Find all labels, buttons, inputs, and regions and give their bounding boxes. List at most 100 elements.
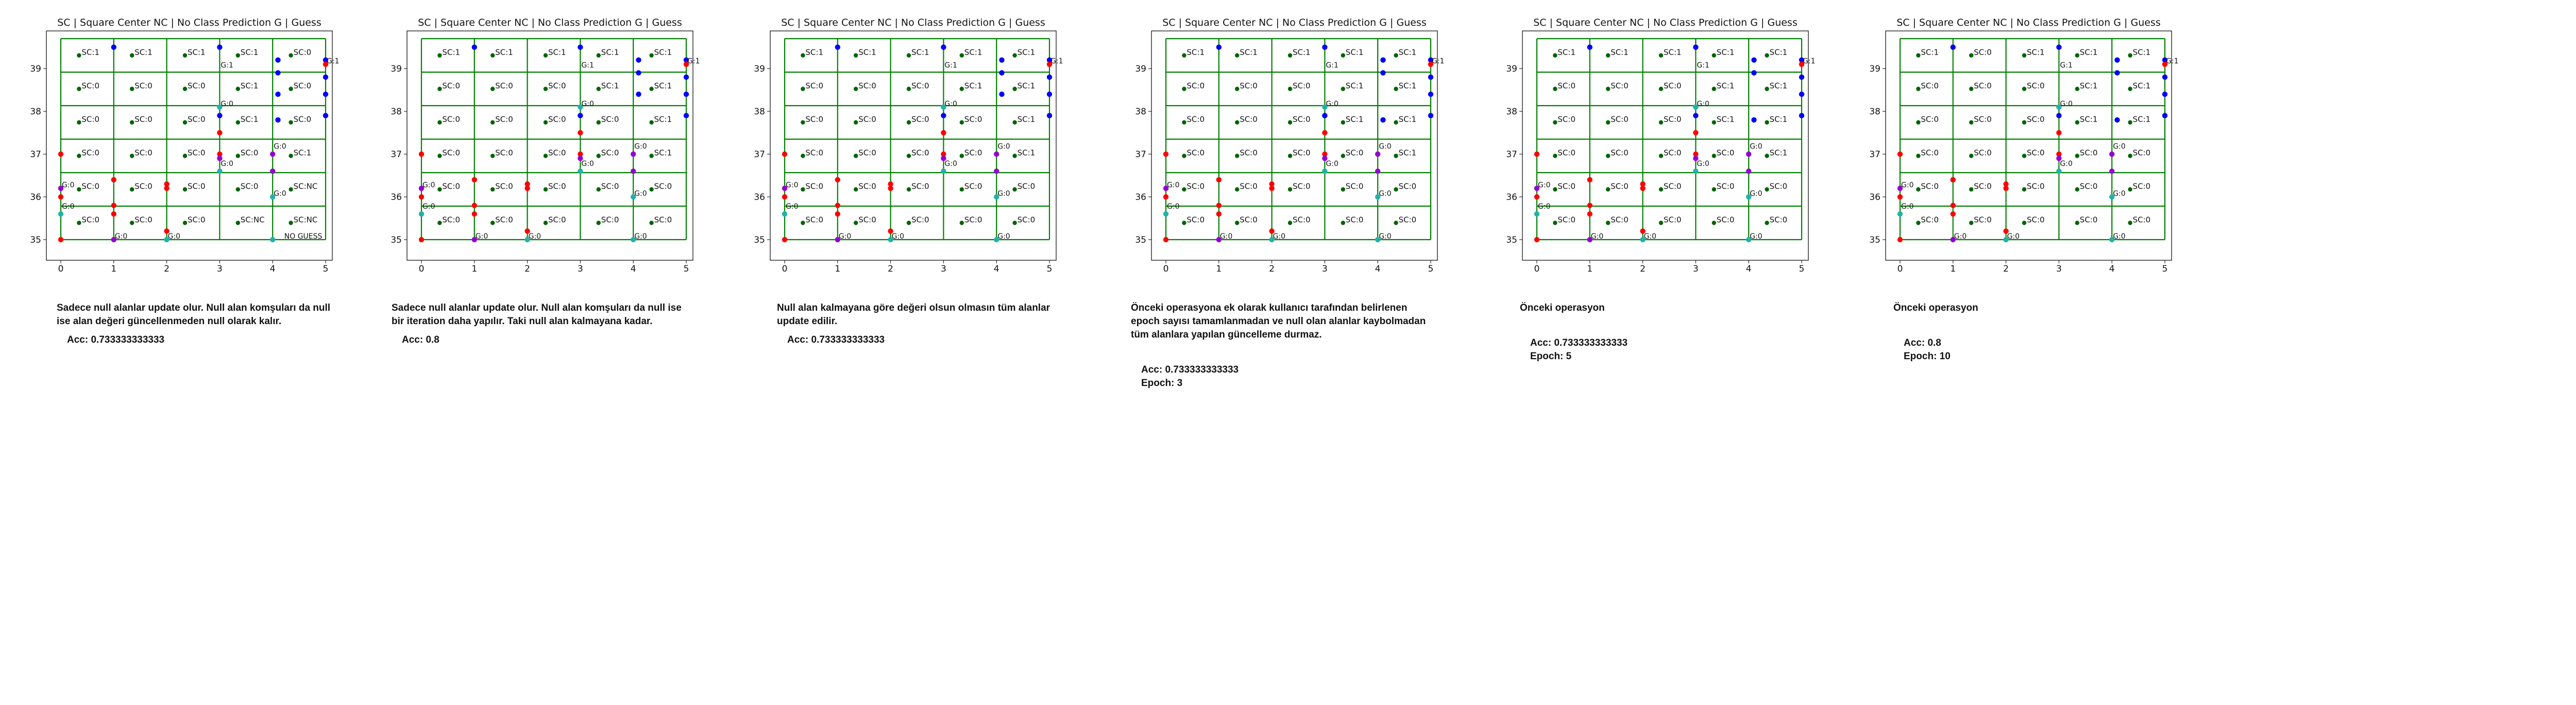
cell-label: SC:0: [1974, 115, 1992, 124]
cell-label: SC:0: [858, 115, 876, 124]
data-point: [1587, 177, 1592, 183]
cell-label: SC:1: [1346, 115, 1364, 124]
cell-label: SC:0: [1717, 182, 1735, 191]
y-tick-label: 39: [1506, 64, 1517, 74]
cell-label: SC:1: [1293, 48, 1311, 57]
cell-label: SC:0: [81, 182, 99, 191]
cell-center-dot: [1969, 187, 1974, 192]
cell-center-dot: [543, 154, 548, 158]
cell-center-dot: [1606, 187, 1611, 192]
chart-frame: [406, 30, 693, 261]
y-tick-label: 36: [391, 192, 402, 203]
cell-center-dot: [437, 221, 442, 225]
caption-line: Önceki operasyon: [1520, 303, 1605, 313]
chart-frame: [1522, 30, 1809, 261]
data-point: [578, 113, 583, 119]
cell-center-dot: [437, 154, 442, 158]
data-point: [418, 151, 425, 157]
cell-center-dot: [490, 154, 495, 158]
data-point: [217, 169, 223, 174]
y-tick-label: 38: [1506, 107, 1517, 117]
cell-label: SC:1: [1770, 115, 1788, 124]
cell-center-dot: [235, 187, 240, 192]
cell-label: SC:0: [2027, 148, 2045, 158]
point-label: G:0: [1273, 232, 1285, 241]
point-label: G:0: [221, 100, 233, 108]
epoch-label: Epoch: 3: [1141, 378, 1183, 389]
cell-center-dot: [437, 187, 442, 192]
cell-label: SC:0: [81, 148, 99, 158]
cell-center-dot: [1765, 120, 1769, 125]
cell-label: SC:1: [548, 48, 566, 57]
x-tick-label: 2: [524, 264, 530, 274]
cell-label: SC:0: [805, 148, 823, 158]
y-tick-label: 37: [754, 149, 765, 160]
data-point: [1269, 228, 1275, 234]
accuracy-label: Acc: 0.733333333333: [1530, 338, 1628, 348]
cell-label: SC:0: [1664, 215, 1682, 225]
cell-label: SC:0: [241, 182, 259, 191]
cell-label: SC:0: [1557, 148, 1575, 158]
data-point: [1322, 156, 1328, 161]
cell-center-dot: [854, 187, 858, 192]
cell-label: SC:0: [1717, 215, 1735, 225]
cell-center-dot: [2075, 120, 2079, 125]
cell-center-dot: [649, 87, 654, 91]
cell-label: SC:0: [1399, 182, 1417, 191]
data-point: [1428, 91, 1434, 97]
cell-center-dot: [1182, 221, 1187, 225]
cell-label: SC:NC: [241, 215, 265, 225]
cell-label: SC:1: [1018, 81, 1036, 91]
cell-center-dot: [1553, 120, 1557, 125]
x-tick-label: 4: [994, 264, 999, 274]
cell-label: SC:0: [81, 215, 99, 225]
data-point: [1640, 186, 1646, 191]
cell-label: SC:1: [1399, 115, 1417, 124]
cell-center-dot: [1394, 120, 1398, 125]
y-tick-label: 39: [754, 64, 765, 74]
chart-panel-1: SC | Square Center NC | No Class Predict…: [30, 17, 339, 274]
point-label: G:0: [786, 203, 798, 211]
data-point: [1534, 237, 1540, 243]
data-point: [636, 70, 641, 76]
point-label: G:0: [1750, 232, 1762, 241]
cell-label: SC:0: [1293, 215, 1311, 225]
cell-center-dot: [490, 120, 495, 125]
cell-center-dot: [649, 53, 654, 58]
y-tick-label: 39: [1869, 64, 1880, 74]
data-point: [636, 57, 641, 63]
point-label: G:0: [1750, 143, 1762, 151]
data-point: [999, 70, 1005, 76]
data-point: [2056, 151, 2062, 157]
caption-line: Null alan kalmayana göre değeri olsun ol…: [777, 303, 1050, 313]
data-point: [999, 91, 1005, 97]
cell-center-dot: [130, 53, 134, 58]
data-point: [1322, 169, 1328, 174]
cell-center-dot: [1287, 187, 1293, 192]
cell-label: SC:0: [2080, 215, 2098, 225]
cell-label: SC:1: [1664, 48, 1682, 57]
cell-label: SC:0: [1974, 215, 1992, 225]
point-label: G:0: [1538, 181, 1550, 189]
epoch-label: Epoch: 5: [1530, 351, 1572, 362]
point-label: G:1: [2166, 57, 2178, 65]
cell-center-dot: [1341, 87, 1345, 91]
cell-label: SC:0: [1557, 215, 1575, 225]
x-tick-label: 5: [2162, 264, 2168, 274]
cell-center-dot: [2022, 87, 2027, 91]
data-point: [683, 57, 689, 63]
x-tick-label: 0: [1534, 264, 1540, 274]
cell-label: SC:0: [548, 215, 566, 225]
chart-title: SC | Square Center NC | No Class Predict…: [1533, 17, 1797, 28]
x-tick-label: 0: [1897, 264, 1903, 274]
data-point: [888, 181, 893, 187]
data-point: [323, 57, 329, 63]
cell-center-dot: [906, 187, 911, 192]
y-tick-label: 35: [1506, 235, 1517, 245]
data-point: [578, 156, 583, 161]
cell-label: SC:0: [188, 148, 206, 158]
cell-label: SC:0: [1240, 182, 1258, 191]
point-label: G:0: [2060, 160, 2072, 168]
cell-center-dot: [130, 154, 134, 158]
cell-label: SC:0: [188, 182, 206, 191]
